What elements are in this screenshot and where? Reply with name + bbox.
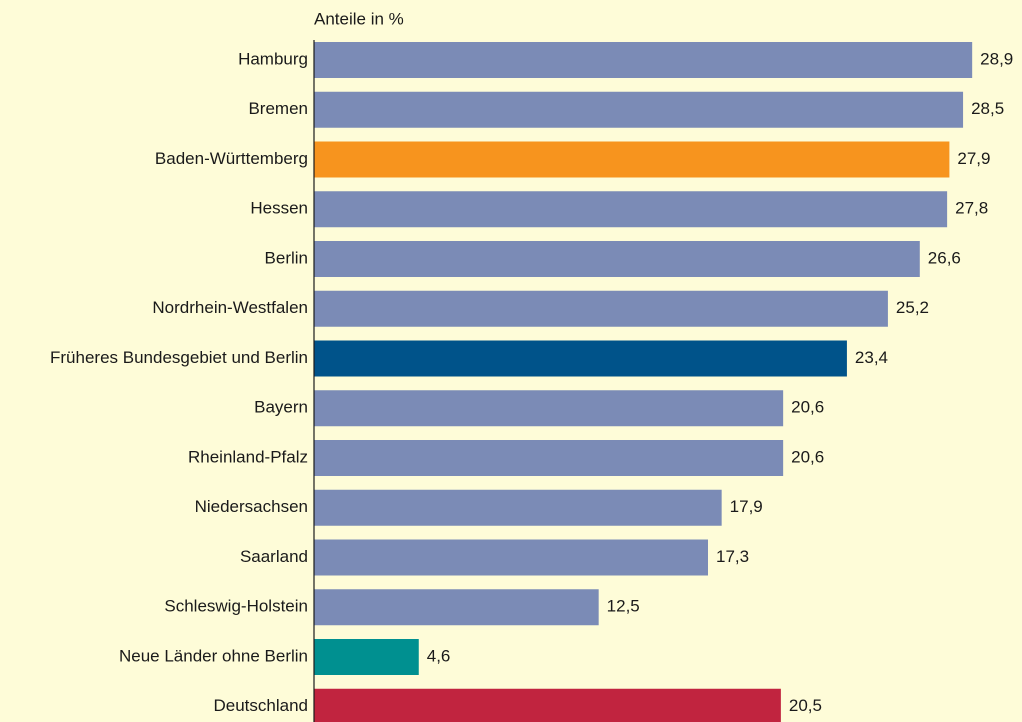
value-label: 26,6 — [928, 248, 961, 267]
category-label: Hessen — [250, 199, 308, 218]
bar — [314, 91, 964, 128]
value-label: 28,5 — [971, 99, 1004, 118]
bar — [314, 688, 781, 722]
value-label: 20,5 — [789, 696, 822, 715]
value-label: 27,8 — [955, 199, 988, 218]
category-label: Rheinland-Pfalz — [188, 447, 308, 466]
category-label: Saarland — [240, 547, 308, 566]
bar — [314, 390, 784, 427]
bar — [314, 539, 708, 576]
value-label: 23,4 — [855, 348, 888, 367]
bar — [314, 290, 888, 327]
category-label: Schleswig-Holstein — [164, 597, 308, 616]
bar — [314, 440, 784, 476]
bar — [314, 639, 419, 675]
bar — [314, 42, 973, 78]
value-label: 17,9 — [730, 497, 763, 516]
category-label: Niedersachsen — [195, 497, 308, 516]
value-label: 20,6 — [791, 447, 824, 466]
category-label: Berlin — [265, 248, 308, 267]
value-label: 27,9 — [957, 149, 990, 168]
value-label: 20,6 — [791, 398, 824, 417]
value-label: 25,2 — [896, 298, 929, 317]
category-label: Baden-Württemberg — [155, 149, 308, 168]
bar — [314, 589, 599, 626]
axis-title: Anteile in % — [314, 9, 404, 28]
bar — [314, 241, 920, 277]
bar — [314, 489, 722, 526]
category-label: Neue Länder ohne Berlin — [119, 646, 308, 665]
value-label: 12,5 — [607, 597, 640, 616]
category-label: Nordrhein-Westfalen — [152, 298, 308, 317]
category-label: Bremen — [248, 99, 308, 118]
bar — [314, 141, 950, 178]
category-label: Deutschland — [213, 696, 308, 715]
value-label: 28,9 — [980, 49, 1013, 68]
category-label: Hamburg — [238, 49, 308, 68]
category-label: Früheres Bundesgebiet und Berlin — [50, 348, 308, 367]
category-label: Bayern — [254, 398, 308, 417]
bar — [314, 191, 948, 228]
bar — [314, 340, 847, 377]
value-label: 4,6 — [427, 646, 451, 665]
value-label: 17,3 — [716, 547, 749, 566]
